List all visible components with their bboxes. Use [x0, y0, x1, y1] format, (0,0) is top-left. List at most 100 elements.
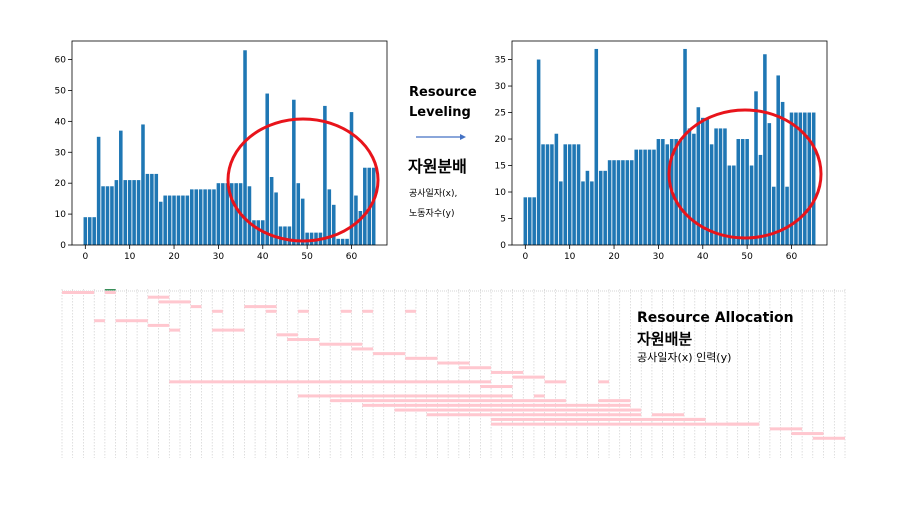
chart2-bar	[718, 128, 723, 245]
chart2-bar	[536, 59, 541, 245]
gantt-task-bar	[405, 356, 438, 360]
chart1-bar	[234, 183, 238, 245]
gantt-task-bar	[190, 305, 202, 309]
chart1-bar	[216, 183, 221, 245]
gantt-task-bar	[265, 309, 277, 313]
highlight-ellipse-right	[667, 108, 823, 240]
gantt-task-bar	[501, 385, 513, 389]
gantt-task-bar	[276, 333, 298, 337]
gantt-task-bar	[598, 399, 631, 403]
chart2-bar	[638, 149, 643, 245]
chart1-bar	[358, 211, 363, 245]
chart2-bar	[763, 54, 767, 246]
gantt-task-bar	[426, 413, 642, 417]
chart1-bar	[354, 195, 358, 245]
chart1-bar	[349, 112, 354, 245]
chart2-bar	[749, 165, 754, 245]
chart1-bar	[83, 217, 88, 245]
gantt-chart	[61, 289, 846, 458]
chart1-bar	[194, 189, 198, 245]
chart2-ytick-label: 30	[495, 82, 507, 92]
gantt-task-bar	[533, 394, 545, 398]
chart2-bar	[727, 165, 732, 245]
chart2-ytick-label: 25	[495, 109, 506, 119]
chart2-bar	[527, 197, 532, 245]
chart2-bar	[621, 160, 625, 245]
chart2-bar	[541, 144, 545, 245]
gantt-task-bar	[619, 408, 642, 412]
chart1-bar	[243, 50, 247, 245]
chart2-bar	[674, 139, 678, 245]
chart1-bar	[363, 167, 367, 245]
chart1-xtick-label: 60	[346, 252, 358, 262]
chart1-bar	[119, 130, 123, 245]
chart1-bar	[92, 217, 96, 245]
gantt-task-bar	[287, 338, 320, 342]
chart2-bar	[554, 133, 559, 245]
chart2-bar	[567, 144, 572, 245]
chart2-bar	[678, 139, 683, 245]
chart1-bar	[132, 180, 136, 245]
gantt-task-bar	[147, 295, 170, 299]
y-axis-description: 노동자수(y)	[409, 209, 455, 219]
chart1-bar	[123, 180, 128, 245]
chart2-ytick-label: 10	[495, 188, 507, 198]
chart1-xtick-label: 0	[82, 252, 88, 262]
chart2-bar	[647, 149, 652, 245]
chart2-bar	[616, 160, 621, 245]
chart1-bar	[256, 220, 261, 245]
chart2-bar	[532, 197, 536, 245]
gantt-task-bar	[115, 319, 148, 323]
chart1-bar	[371, 167, 376, 245]
chart2-bar	[581, 181, 585, 245]
gantt-task-bar	[727, 422, 760, 426]
chart1-bar	[336, 238, 340, 245]
chart1-xtick-label: 20	[168, 252, 180, 262]
allocation-title: Resource Allocation	[637, 310, 794, 326]
chart1-bar	[309, 232, 314, 245]
chart2-bar	[603, 170, 607, 245]
chart2-xtick-label: 50	[741, 252, 753, 262]
chart1-bar	[207, 189, 212, 245]
gantt-task-bar	[684, 417, 706, 421]
chart2-bar	[794, 112, 798, 245]
gantt-task-bar	[351, 347, 374, 351]
chart1-bar	[296, 183, 301, 245]
chart1-bar	[331, 204, 336, 245]
chart2-bar	[598, 170, 603, 245]
chart2-ytick-label: 15	[495, 162, 506, 172]
gantt-task-bar	[458, 366, 492, 370]
chart1-xtick-label: 50	[301, 252, 313, 262]
chart1-bar	[292, 99, 296, 246]
chart1-xtick-label: 40	[257, 252, 269, 262]
gantt-task-bar	[330, 399, 567, 403]
chart2-ytick-label: 0	[500, 241, 506, 251]
chart2-bar	[789, 112, 794, 245]
histogram-before-leveling: 0 10 20 30 40 50 60 0 10 20 30 40 50 60	[55, 40, 388, 262]
gantt-task-bar	[651, 413, 685, 417]
gantt-task-bar	[480, 385, 502, 389]
chart1-bar	[269, 177, 274, 245]
chart1-bar	[110, 186, 114, 245]
chart1-bar	[327, 189, 332, 245]
gantt-task-bar	[297, 309, 309, 313]
chart1-ytick-label: 10	[55, 210, 67, 220]
chart2-bar	[665, 144, 670, 245]
gantt-task-bar	[362, 309, 374, 313]
gantt-task-bar	[94, 319, 105, 323]
gantt-task-bar	[340, 309, 352, 313]
gantt-accent-mark	[104, 289, 116, 291]
chart1-ytick-label: 30	[55, 148, 67, 158]
chart1-bar	[105, 186, 110, 245]
chart1-bar	[212, 189, 216, 245]
chart2-xtick-label: 10	[564, 252, 576, 262]
chart2-bar	[701, 117, 705, 245]
chart1-bar	[340, 238, 345, 245]
chart2-bar	[692, 133, 696, 245]
chart2-bar	[709, 144, 714, 245]
chart2-ytick-label: 5	[500, 215, 506, 225]
gantt-task-bar	[319, 342, 363, 346]
gantt-task-bar	[244, 305, 277, 309]
gantt-task-bar	[362, 403, 631, 407]
chart2-bar	[550, 144, 554, 245]
